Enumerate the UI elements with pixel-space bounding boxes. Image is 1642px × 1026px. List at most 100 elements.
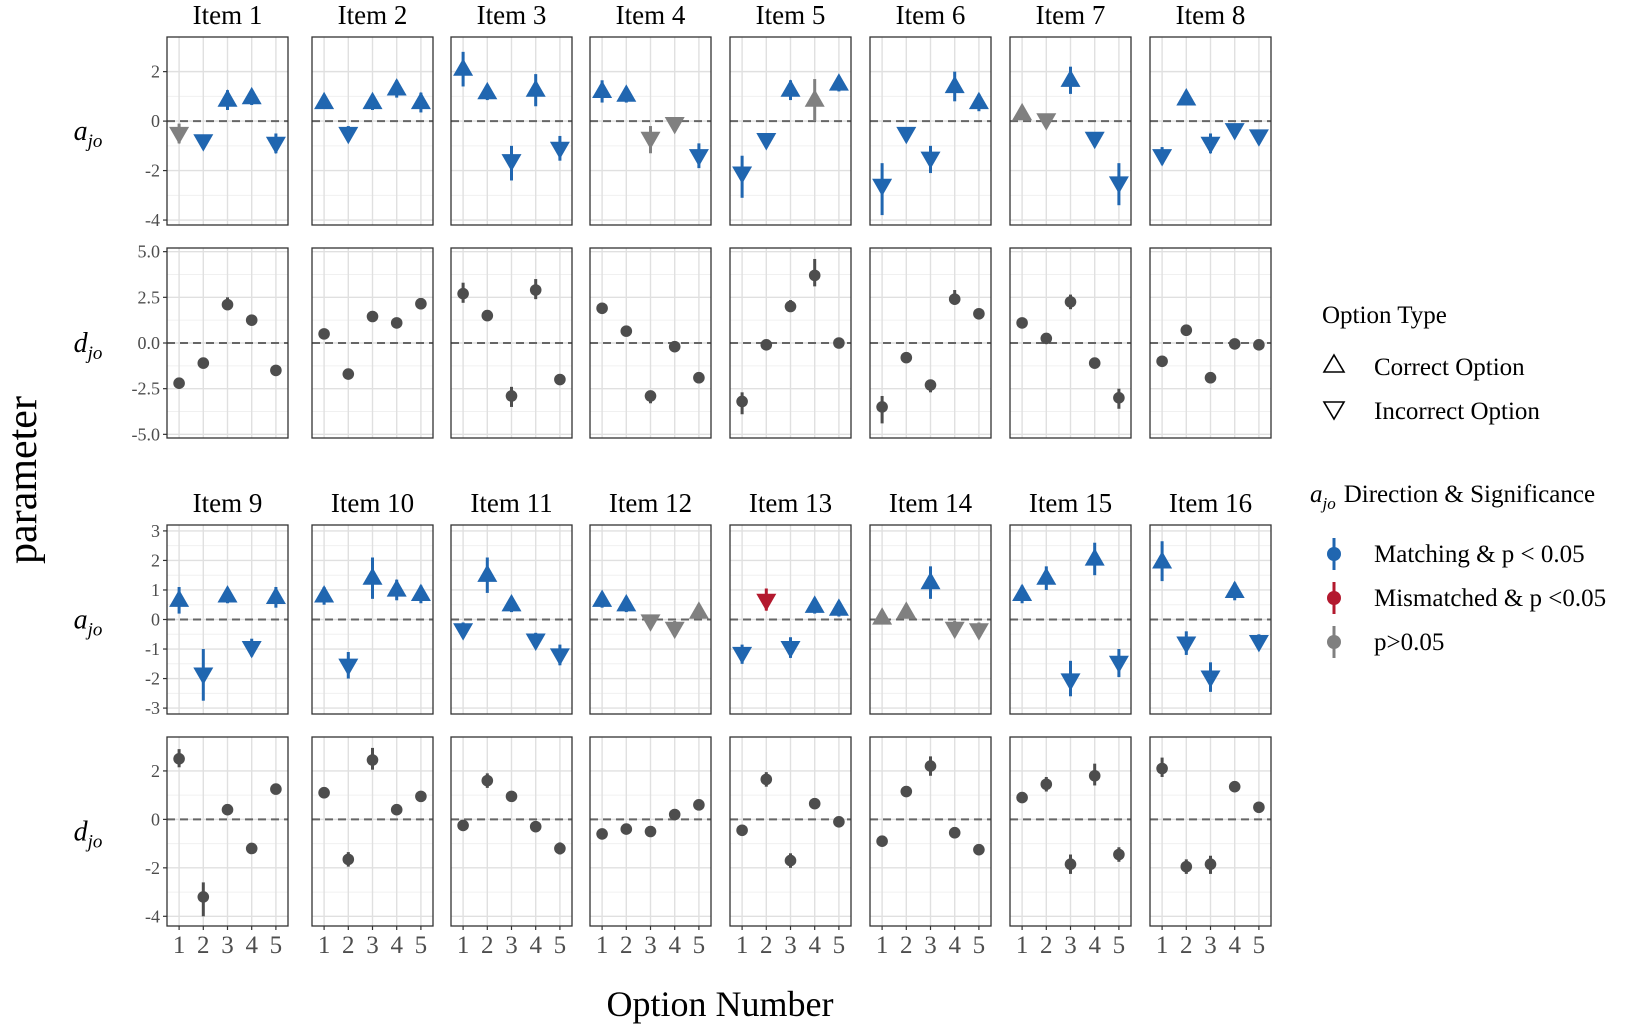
intercept-point [221,298,234,311]
intercept-point [342,368,355,380]
intercept-point [342,853,355,866]
y-tick-label: 2 [151,62,160,82]
incorrect-option-marker [872,178,893,197]
intercept-point [784,300,797,313]
panel-item-9-a: Item 9 -3 -2 -1 0 1 2 3 [145,488,289,718]
facet-title: Item 6 [896,0,966,30]
incorrect-option-marker [1200,670,1221,688]
x-tick-label: 3 [1204,932,1217,959]
x-tick-label: 1 [1156,932,1169,959]
intercept-point [1040,778,1053,791]
legend-significance-label: p>0.05 [1374,629,1444,656]
y-tick-label: 0 [151,809,160,829]
x-tick-label: 4 [245,932,258,959]
intercept-point [644,825,657,838]
y-tick-label: 2.5 [138,287,161,307]
intercept-point [808,269,821,282]
panel-item-10-a: Item 10 [311,488,434,715]
intercept-point [270,364,282,377]
panel-item-8-a: Item 8 [1149,0,1272,226]
incorrect-option-marker [1248,635,1269,653]
x-tick-label: 4 [1088,932,1101,959]
intercept-point [415,790,427,803]
incorrect-option-marker [732,166,753,184]
panels-layer: Item 1 -4 -2 0 2 Item 2 Item 3 Item 4 Item 5 Item… [132,0,1272,959]
y-tick-label: -4 [145,210,160,230]
x-tick-label: 4 [529,932,542,959]
facet-title: Item 9 [193,488,263,518]
intercept-point [505,390,518,402]
legend: Option Type Correct Option Incorrect Opt… [1310,302,1606,658]
row-label-d-2: djo [74,817,103,853]
y-tick-label: -4 [145,906,160,926]
intercept-point [693,371,705,384]
legend-point-icon [1327,635,1341,649]
intercept-point [1064,296,1077,308]
intercept-point [596,828,608,840]
incorrect-option-marker [1108,655,1129,674]
x-tick-label: 3 [644,932,657,959]
incorrect-option-marker [1224,123,1245,141]
incorrect-option-marker [944,621,965,640]
intercept-point [620,325,633,337]
intercept-point [620,823,633,835]
x-tick-label: 5 [415,932,428,959]
panel-border [869,524,992,715]
intercept-point [760,339,773,351]
panel-item-15-a: Item 15 [1009,488,1132,715]
intercept-point [457,819,469,832]
correct-option-marker [1224,580,1245,599]
panel-border [589,36,712,226]
y-tick-label: 0.0 [138,333,161,353]
incorrect-option-marker [501,154,522,172]
x-tick-label: 1 [173,932,186,959]
correct-option-marker [410,583,431,602]
incorrect-option-marker [169,126,190,145]
panel-item-7-d [1009,247,1132,439]
correct-option-marker [804,89,825,107]
panel-item-5-a: Item 5 [729,0,852,226]
intercept-point [1228,780,1241,793]
x-tick-label: 5 [833,932,846,959]
panel-item-11-a: Item 11 [450,488,573,715]
row-label-a-1: ajo [74,116,103,152]
panel-item-13-a: Item 13 [729,488,852,715]
legend-incorrect-option: Incorrect Option [1322,398,1540,425]
x-tick-label: 3 [784,932,797,959]
panel-border [1149,524,1272,715]
legend-correct-option: Correct Option [1322,353,1525,381]
y-tick-label: 0 [151,610,160,630]
intercept-point [390,803,403,816]
intercept-point [948,293,961,305]
y-tick-label: 3 [151,521,160,541]
correct-option-marker [169,589,190,607]
correct-option-marker [314,585,335,603]
incorrect-option-marker [1084,131,1105,150]
correct-option-marker [688,601,709,619]
incorrect-option-marker [1152,149,1173,167]
correct-option-marker [592,589,613,607]
intercept-point [876,401,888,413]
incorrect-option-marker [525,633,546,651]
x-tick-label: 5 [973,932,986,959]
y-axis-title: parameter [0,396,46,564]
x-tick-label: 4 [1228,932,1241,959]
incorrect-option-marker [1200,136,1221,155]
legend-significance-item: Matching & p < 0.05 [1327,538,1585,570]
correct-option-marker [804,595,825,613]
x-tick-label: 1 [596,932,609,959]
panel-item-4-d [589,247,712,439]
correct-option-marker [1176,88,1197,106]
correct-option-marker [362,567,383,585]
facet-title: Item 8 [1176,0,1246,30]
incorrect-option-marker [1036,113,1057,131]
panel-border [1149,36,1272,226]
x-tick-label: 2 [481,932,494,959]
facet-title: Item 3 [477,0,547,30]
panel-border [729,36,852,226]
intercept-point [1156,762,1168,775]
intercept-point [197,357,210,369]
